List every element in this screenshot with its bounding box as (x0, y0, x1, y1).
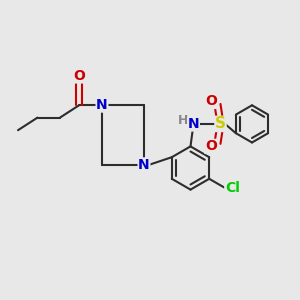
Text: O: O (74, 69, 86, 83)
Text: N: N (188, 117, 199, 131)
Text: S: S (215, 116, 226, 131)
Text: O: O (205, 94, 217, 108)
Text: H: H (178, 114, 188, 127)
Text: N: N (138, 158, 150, 172)
Text: N: N (96, 98, 108, 112)
Text: Cl: Cl (225, 181, 240, 195)
Text: O: O (205, 140, 217, 153)
